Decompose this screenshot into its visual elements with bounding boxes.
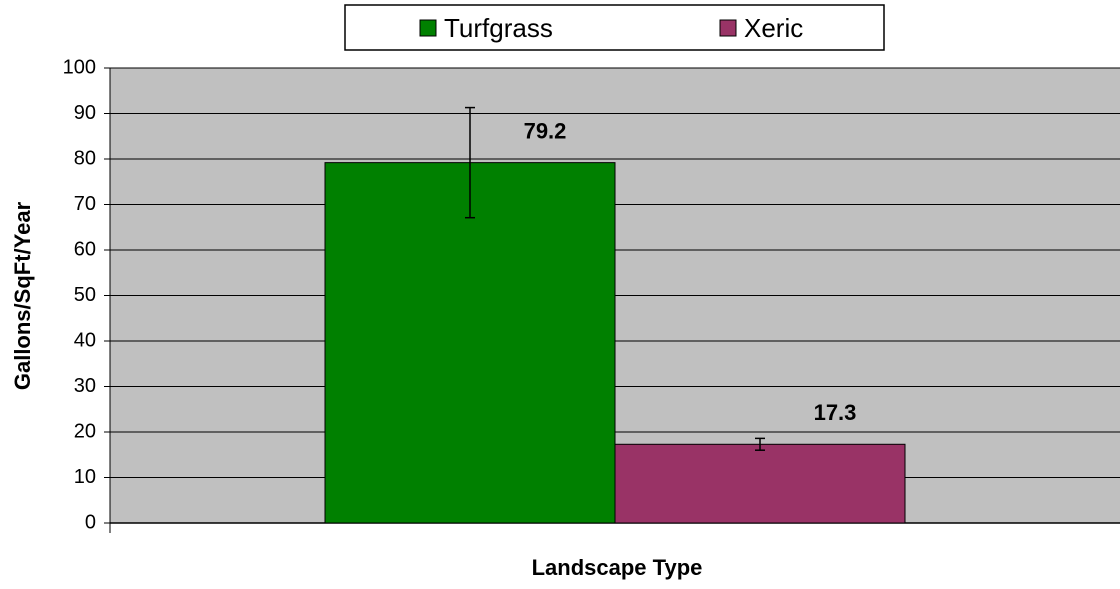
y-tick-label: 40 bbox=[74, 329, 96, 351]
y-tick-label: 0 bbox=[85, 511, 96, 533]
error-bar bbox=[465, 106, 475, 219]
y-tick-label: 80 bbox=[74, 147, 96, 169]
y-tick-label: 20 bbox=[74, 420, 96, 442]
y-tick-label: 60 bbox=[74, 238, 96, 260]
bar bbox=[614, 443, 906, 524]
legend-label: Turfgrass bbox=[444, 13, 553, 43]
y-axis-title: Gallons/SqFt/Year bbox=[10, 201, 35, 390]
y-tick-label: 90 bbox=[74, 102, 96, 124]
y-tick-label: 10 bbox=[74, 466, 96, 488]
y-tick-label: 30 bbox=[74, 375, 96, 397]
data-label: 79.2 bbox=[524, 118, 567, 143]
y-tick-label: 70 bbox=[74, 193, 96, 215]
error-bar bbox=[755, 437, 765, 451]
data-label: 17.3 bbox=[814, 400, 857, 425]
x-axis-title: Landscape Type bbox=[532, 555, 703, 580]
bar bbox=[324, 162, 616, 524]
legend-swatch bbox=[719, 19, 737, 37]
legend-swatch bbox=[419, 19, 437, 37]
legend-label: Xeric bbox=[744, 13, 803, 43]
y-tick-label: 100 bbox=[63, 56, 96, 78]
y-tick-label: 50 bbox=[74, 284, 96, 306]
